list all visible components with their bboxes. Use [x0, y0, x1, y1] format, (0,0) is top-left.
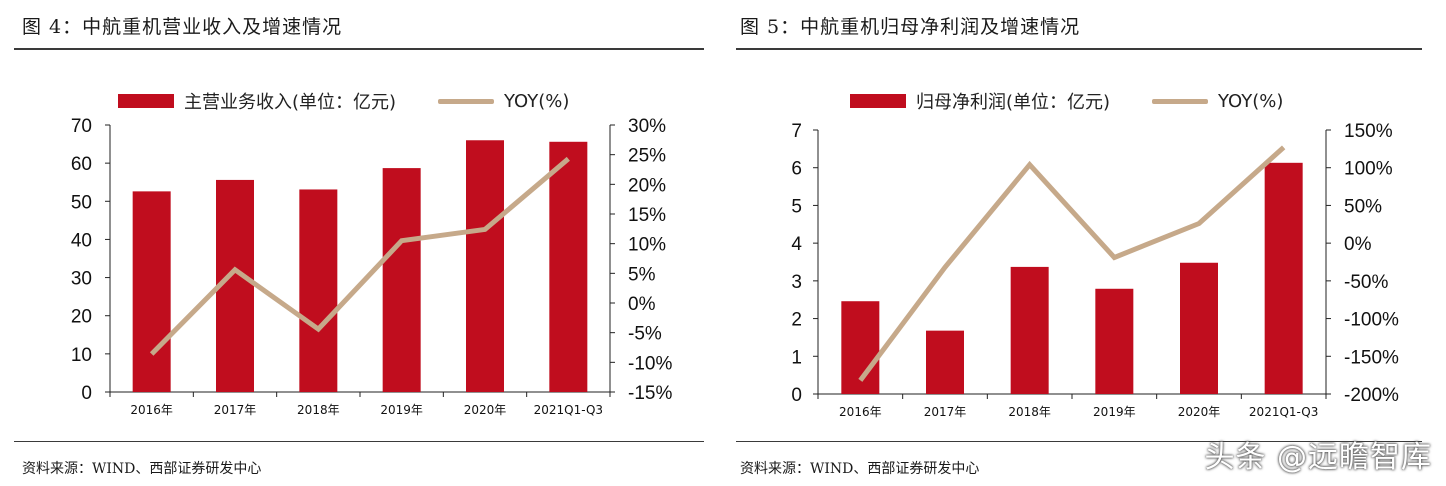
legend-line-label: YOY(%) [504, 90, 570, 112]
bar [466, 140, 504, 392]
bar [382, 168, 421, 392]
y-tick-label-right: 50% [1344, 196, 1382, 217]
y-tick-label-left: 30 [71, 269, 92, 290]
x-tick-label: 2019年 [1093, 405, 1136, 419]
x-tick-label: 2018年 [297, 403, 340, 417]
x-tick-label: 2020年 [1178, 405, 1221, 419]
y-tick-label-right: -100% [1344, 310, 1399, 331]
legend: 归母净利润(单位：亿元) YOY(%) [850, 88, 1283, 114]
legend-bar-label: 归母净利润(单位：亿元) [916, 92, 1111, 113]
y-tick-label-left: 7 [791, 121, 802, 142]
y-tick-label-right: -200% [1344, 385, 1399, 406]
title-rule [736, 48, 1422, 50]
x-tick-label: 2017年 [924, 405, 967, 419]
y-tick-label-right: 15% [628, 205, 666, 226]
watermark: 头条 @远瞻智库 [1204, 440, 1432, 475]
bar [926, 330, 964, 394]
source-note: 资料来源：WIND、西部证券研发中心 [22, 461, 262, 477]
bar [1264, 162, 1303, 394]
chart-panel-net-profit: 图 5：中航重机归母净利润及增速情况 归母净利润(单位：亿元) YOY(%) 0… [720, 0, 1446, 486]
legend: 主营业务收入(单位：亿元) YOY(%) [118, 88, 569, 114]
y-tick-label-right: 100% [1344, 159, 1393, 180]
y-tick-label-left: 2 [791, 310, 802, 331]
figure-title: 图 4：中航重机营业收入及增速情况 [22, 16, 343, 38]
revenue-chart: 0 10 20 30 40 50 60 70 -15% -10% -5% 0% 5% 10% 15% 20% 2… [71, 116, 673, 417]
bar [1180, 262, 1218, 394]
y-tick-label-left: 5 [791, 196, 802, 217]
y-tick-label-left: 0 [81, 383, 92, 404]
source-rule [736, 441, 1422, 442]
legend-bar-swatch [850, 94, 906, 108]
y-tick-label-right: 0% [628, 294, 656, 315]
y-tick-label-right: 150% [1344, 121, 1393, 142]
y-tick-label-left: 3 [791, 272, 802, 293]
legend-line-swatch [1152, 98, 1209, 104]
y-tick-label-left: 1 [791, 347, 802, 368]
legend-line-label: YOY(%) [1218, 90, 1284, 112]
y-tick-label-left: 20 [71, 307, 92, 328]
title-rule [14, 48, 704, 50]
x-tick-label: 2016年 [839, 405, 882, 419]
yoy-line [858, 145, 1286, 382]
x-tick-label: 2017年 [214, 403, 257, 417]
y-tick-label-left: 40 [71, 230, 92, 251]
x-tick-label: 2021Q1-Q3 [534, 403, 603, 417]
y-tick-label-left: 4 [791, 234, 802, 255]
source-rule [14, 441, 704, 442]
y-tick-label-right: -150% [1344, 347, 1399, 368]
x-tick-label: 2020年 [464, 403, 507, 417]
net-profit-chart: 0 1 2 3 4 5 6 7 -200% -150% -100% -50% 0% 50% 100% 150%… [791, 121, 1399, 419]
y-tick-label-right: 5% [628, 264, 656, 285]
yoy-line [149, 156, 570, 356]
y-tick-label-right: -15% [628, 383, 672, 404]
chart-panel-revenue: 图 4：中航重机营业收入及增速情况 主营业务收入(单位：亿元) YOY(%) 0… [0, 0, 720, 486]
y-tick-label-right: 20% [628, 175, 666, 196]
y-tick-label-right: -10% [628, 353, 672, 374]
bar [549, 141, 588, 392]
y-tick-label-right: 25% [628, 146, 666, 167]
y-tick-label-left: 70 [71, 116, 92, 137]
y-tick-label-left: 60 [71, 154, 92, 175]
y-tick-label-left: 50 [71, 192, 92, 213]
y-tick-label-right: -5% [628, 324, 662, 345]
x-tick-label: 2021Q1-Q3 [1249, 405, 1318, 419]
x-tick-label: 2016年 [130, 403, 173, 417]
figure-title: 图 5：中航重机归母净利润及增速情况 [740, 16, 1081, 38]
y-tick-label-right: -50% [1344, 272, 1388, 293]
y-tick-label-right: 10% [628, 235, 666, 256]
bar [1010, 266, 1049, 394]
x-tick-label: 2018年 [1008, 405, 1051, 419]
bar [1095, 288, 1134, 394]
bar [132, 191, 171, 392]
y-tick-label-left: 0 [791, 385, 802, 406]
y-tick-label-right: 0% [1344, 234, 1372, 255]
y-tick-label-left: 6 [791, 159, 802, 180]
y-tick-label-left: 10 [71, 345, 92, 366]
bar [299, 189, 338, 392]
y-tick-label-right: 30% [628, 116, 666, 137]
x-tick-label: 2019年 [380, 403, 423, 417]
legend-bar-label: 主营业务收入(单位：亿元) [184, 92, 397, 113]
legend-line-swatch [438, 98, 495, 104]
legend-bar-swatch [118, 94, 174, 108]
source-note: 资料来源：WIND、西部证券研发中心 [740, 461, 980, 477]
